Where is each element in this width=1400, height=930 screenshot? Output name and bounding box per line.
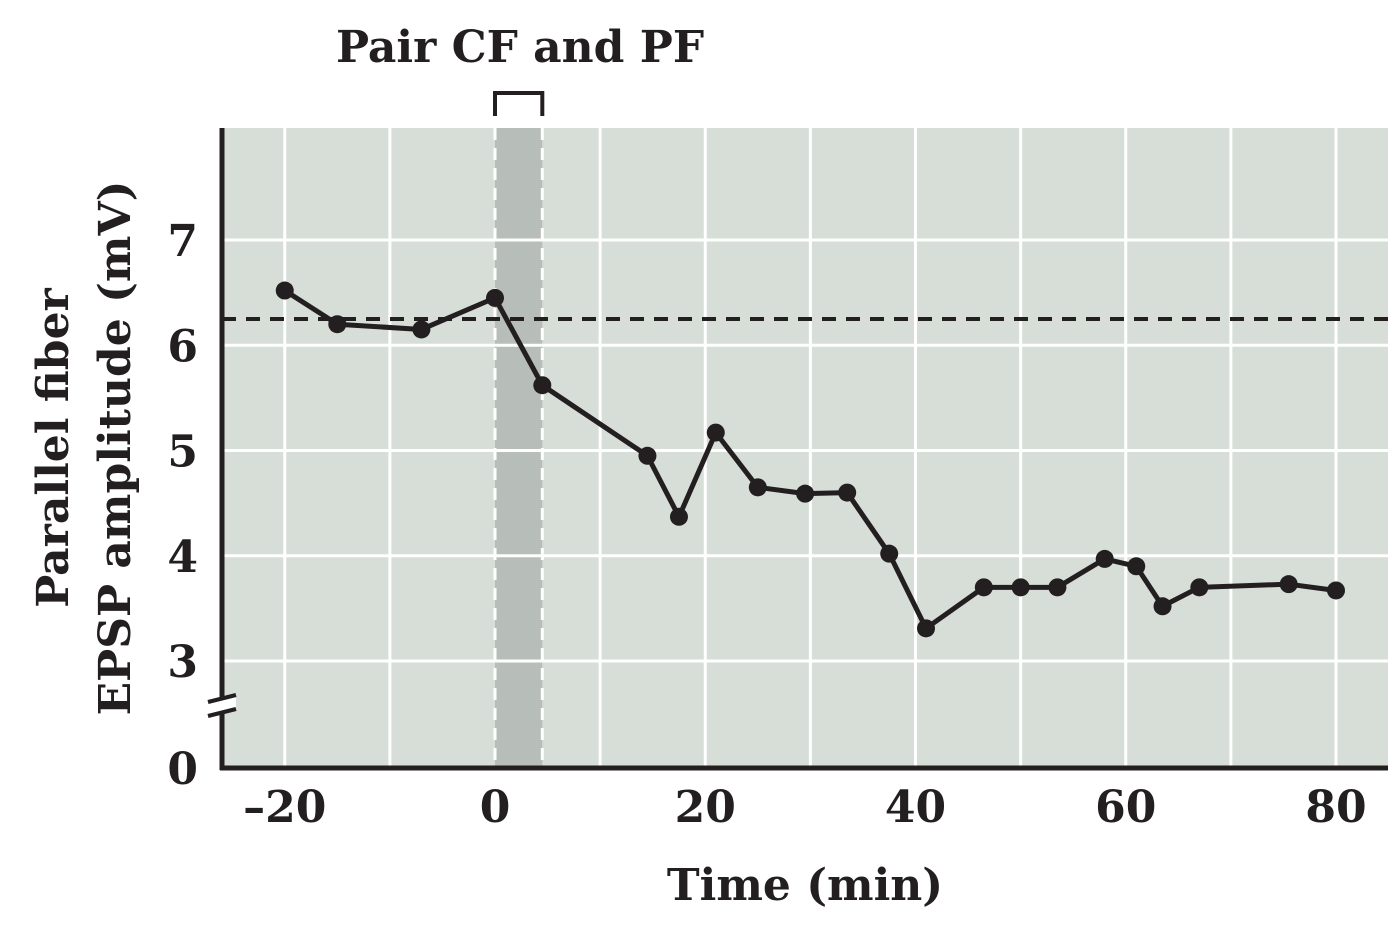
y-tick-label: 6 xyxy=(167,321,198,372)
x-tick-label: 20 xyxy=(675,782,736,833)
plot-area xyxy=(222,128,1388,768)
axes xyxy=(207,128,1388,771)
gridlines xyxy=(222,128,1388,768)
x-axis-title: Time (min) xyxy=(667,860,943,911)
y-zero-label: 0 xyxy=(167,744,198,795)
data-point xyxy=(1127,557,1146,576)
data-point xyxy=(1279,575,1298,594)
axis-break-mark xyxy=(207,693,237,704)
data-point xyxy=(412,320,431,339)
x-tick-label: 0 xyxy=(480,782,511,833)
data-point xyxy=(1153,597,1172,616)
data-point xyxy=(669,507,688,526)
y-tick-labels: 3 4 5 6 7 xyxy=(167,216,198,688)
data-point xyxy=(533,376,552,395)
data-point xyxy=(748,478,767,497)
x-tick-label: 60 xyxy=(1095,782,1156,833)
data-point xyxy=(1011,578,1030,597)
data-point xyxy=(974,578,993,597)
data-point xyxy=(706,423,725,442)
data-point xyxy=(1327,581,1345,600)
data-point xyxy=(486,288,504,307)
data-point xyxy=(880,544,899,563)
data-point xyxy=(917,619,936,638)
data-point xyxy=(275,281,294,300)
pairing-annotation: Pair CF and PF xyxy=(336,22,704,73)
pairing-bracket xyxy=(493,91,545,116)
y-tick-label: 4 xyxy=(167,532,198,583)
data-point xyxy=(796,484,815,503)
data-points xyxy=(275,281,1345,638)
y-tick-label: 5 xyxy=(167,427,198,478)
pairing-band-rect xyxy=(495,128,543,768)
y-tick-label: 3 xyxy=(167,637,198,688)
x-tick-labels: –20 0 20 40 60 80 xyxy=(243,782,1366,833)
pairing-window-band xyxy=(495,128,543,768)
data-point xyxy=(1048,578,1067,597)
y-axis-title-line1: Parallel fiber xyxy=(28,287,79,607)
data-point xyxy=(1095,549,1114,568)
x-tick-label: –20 xyxy=(243,782,326,833)
data-point xyxy=(328,315,347,334)
x-tick-label: 80 xyxy=(1305,782,1366,833)
x-tick-label: 40 xyxy=(885,782,946,833)
y-axis-title-line2: EPSP amplitude (mV) xyxy=(90,181,141,716)
data-point xyxy=(838,483,857,502)
axis-break-mark xyxy=(207,707,237,718)
series-line xyxy=(283,288,1337,631)
data-point xyxy=(1190,578,1209,597)
data-point xyxy=(638,446,657,465)
y-tick-label: 7 xyxy=(167,216,198,267)
